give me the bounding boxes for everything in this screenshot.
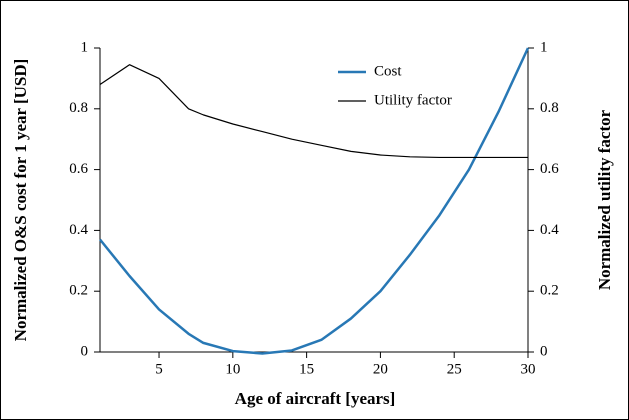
y2-tick-label: 0.8 xyxy=(540,100,559,116)
y-tick-label: 0 xyxy=(81,343,89,359)
y-tick-label: 0.4 xyxy=(69,222,88,238)
y-tick-label: 0.2 xyxy=(69,283,88,299)
y2-tick-label: 0.6 xyxy=(540,161,559,177)
y2-tick-label: 0.4 xyxy=(540,222,559,238)
x-axis-label: Age of aircraft [years] xyxy=(235,389,396,408)
y-tick-label: 0.6 xyxy=(69,161,88,177)
legend-label: Cost xyxy=(374,63,402,79)
x-tick-label: 20 xyxy=(373,361,388,377)
x-tick-label: 5 xyxy=(155,361,163,377)
series-line xyxy=(99,47,530,355)
x-tick-label: 15 xyxy=(299,361,314,377)
x-tick-label: 25 xyxy=(447,361,462,377)
x-tick-label: 10 xyxy=(225,361,240,377)
legend-label: Utility factor xyxy=(374,92,452,108)
y2-axis-label: Normalized utility factor xyxy=(595,109,614,290)
y-tick-label: 1 xyxy=(81,39,89,55)
x-tick-label: 30 xyxy=(521,361,536,377)
y2-tick-label: 0.2 xyxy=(540,283,559,299)
y-tick-label: 0.8 xyxy=(69,100,88,116)
y2-tick-label: 0 xyxy=(540,343,548,359)
y-axis-label: Normalized O&S cost for 1 year [USD] xyxy=(11,59,30,342)
series-line xyxy=(99,64,528,159)
y2-tick-label: 1 xyxy=(540,39,548,55)
